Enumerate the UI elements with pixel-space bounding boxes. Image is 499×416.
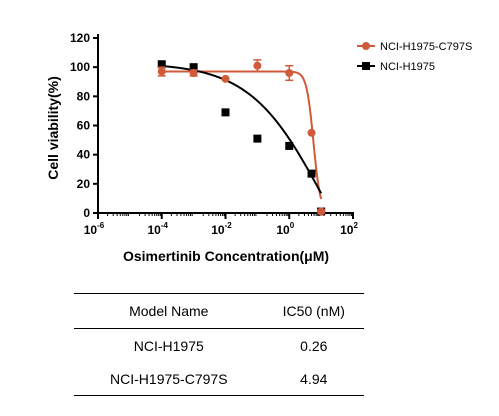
axes: 0 20 40 60 80 100 120 10-6 10-4 10-2 100 102 (70, 31, 358, 237)
data-point-h1975 (253, 134, 262, 143)
cell-model: NCI-H1975-C797S (74, 362, 264, 396)
data-point-c797s (221, 74, 230, 83)
y-tick-label: 0 (83, 206, 90, 220)
y-axis-label: Cell viability(%) (45, 76, 61, 179)
header-ic50: IC50 (nM) (263, 293, 364, 329)
x-tick-label: 100 (276, 221, 294, 237)
data-point-h1975 (307, 169, 316, 178)
y-tick-label: 60 (77, 119, 91, 133)
fit-curves (161, 64, 323, 200)
data-point-c797s (253, 61, 262, 70)
ic50-table: Model Name IC50 (nM) NCI-H1975 0.26 NCI-… (74, 293, 364, 396)
fit-curve-h1975 (161, 64, 323, 194)
fit-curve-c797s (161, 70, 323, 200)
legend-label: NCI-H1975-C797S (380, 41, 472, 53)
legend-marker-square (362, 62, 370, 70)
data-point-c797s (317, 207, 326, 216)
data-point-c797s (157, 67, 166, 76)
y-tick-label: 120 (70, 31, 90, 45)
y-tick-label: 40 (77, 148, 91, 162)
data-point-c797s (285, 69, 294, 77)
x-tick-label: 10-6 (84, 221, 105, 237)
y-tick-label: 100 (70, 60, 90, 74)
x-tick-label: 10-4 (148, 221, 169, 237)
data-point-c797s (307, 128, 316, 137)
cell-model: NCI-H1975 (133, 337, 204, 354)
x-tick-label: 102 (340, 221, 358, 237)
data-points (157, 59, 326, 216)
table-row: NCI-H1975 0.26 (74, 329, 364, 363)
table-row: NCI-H1975-C797S 4.94 (74, 362, 364, 396)
y-tick-label: 80 (77, 89, 91, 103)
y-tick-label: 20 (77, 177, 91, 191)
data-point-h1975 (221, 108, 230, 117)
legend-marker-circle (362, 42, 370, 50)
cell-ic50: 4.94 (263, 362, 364, 396)
data-point-h1975 (189, 63, 198, 72)
data-point-c797s (189, 69, 198, 77)
header-model-name: Model Name (74, 293, 264, 329)
data-point-h1975 (285, 141, 294, 150)
x-tick-label: 10-2 (211, 221, 232, 237)
cell-ic50: 0.26 (300, 337, 328, 354)
x-axis-label: Osimertinib Concentration(μM) (123, 248, 329, 264)
legend-label: NCI-H1975 (380, 61, 435, 73)
table-header-row: Model Name IC50 (nM) (74, 293, 364, 329)
data-point-h1975 (157, 60, 166, 69)
dose-response-chart: 0 20 40 60 80 100 120 10-6 10-4 10-2 100 102 NCI-H1… (45, 31, 472, 264)
legend: NCI-H1975-C797S NCI-H1975 (357, 41, 472, 73)
